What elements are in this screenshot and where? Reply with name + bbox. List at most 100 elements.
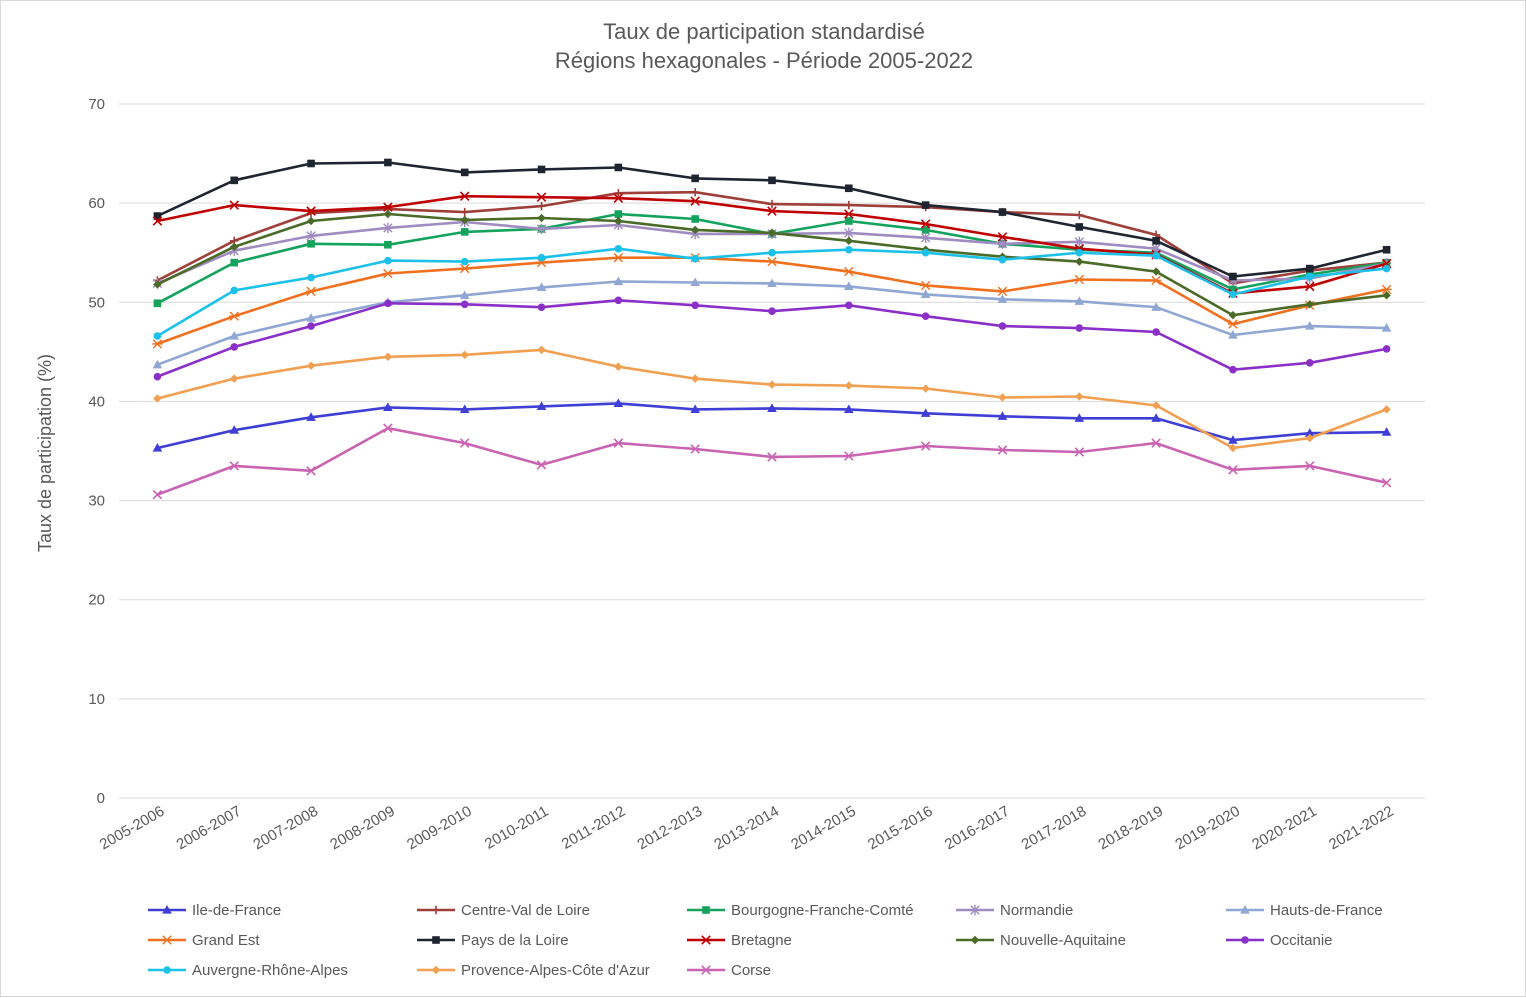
data-point (460, 300, 469, 309)
data-point (460, 207, 469, 217)
data-point (537, 303, 546, 312)
data-point (536, 192, 547, 202)
legend-label: Ile-de-France (192, 902, 281, 919)
series-auvergne-rhone-alpes (153, 244, 1391, 340)
data-point (1227, 319, 1239, 329)
data-point (998, 208, 1007, 216)
data-point (1305, 300, 1314, 309)
data-point (1075, 248, 1084, 257)
data-point (384, 299, 392, 308)
data-point (845, 301, 853, 310)
legend-label: Centre-Val de Loire (461, 902, 590, 919)
data-point (1228, 435, 1238, 444)
data-point (920, 441, 931, 451)
data-point (230, 258, 239, 267)
data-point (1228, 310, 1238, 320)
legend-entry-nouvelle-aquitaine: Nouvelle-Aquitaine (956, 932, 1126, 949)
data-point (844, 227, 854, 239)
data-point (459, 290, 470, 299)
data-point (383, 402, 393, 411)
legend-entry-auvergne-rhone-alpes: Auvergne-Rhône-Alpes (148, 962, 348, 979)
legend-swatch-marker (702, 906, 710, 914)
data-point (1304, 321, 1315, 330)
data-point (921, 226, 930, 234)
y-tick-labels: 0 10 20 30 40 50 60 70 (88, 96, 105, 807)
data-point (460, 215, 469, 225)
data-point (230, 343, 239, 351)
data-point (690, 188, 700, 197)
data-point (920, 219, 931, 229)
data-point (536, 460, 547, 470)
data-point (997, 445, 1008, 455)
data-point (690, 444, 700, 454)
data-point (845, 245, 853, 254)
data-point (997, 286, 1008, 297)
data-point (998, 322, 1007, 330)
legend-swatch-marker (970, 935, 980, 945)
chart-title: Taux de participation standardisé (603, 19, 925, 44)
data-point (767, 278, 777, 288)
legend-swatch-marker (161, 935, 173, 945)
data-point (230, 176, 239, 185)
data-point (1151, 438, 1161, 448)
data-point (690, 225, 700, 235)
data-point (306, 466, 316, 476)
y-tick-label: 40 (88, 393, 105, 410)
data-point (1382, 345, 1391, 353)
data-point (307, 273, 315, 282)
data-point (997, 294, 1008, 303)
data-point (152, 339, 163, 349)
y-tick-label: 50 (88, 294, 105, 311)
data-point (844, 209, 854, 219)
series-group (152, 158, 1392, 500)
legend-label: Normandie (1000, 902, 1073, 919)
data-point (1074, 296, 1085, 305)
y-axis-label: Taux de participation (%) (35, 354, 55, 552)
data-point (1075, 210, 1084, 220)
data-point (306, 361, 316, 370)
x-tick-label: 2006-2007 (174, 803, 245, 854)
legend-label: Nouvelle-Aquitaine (1000, 932, 1126, 949)
data-point (613, 438, 624, 448)
data-point (767, 228, 777, 238)
data-point (382, 268, 394, 279)
data-point (384, 158, 392, 167)
x-tick-label: 2005-2006 (97, 803, 168, 854)
data-point (1229, 285, 1237, 294)
legend-swatch-marker (1241, 936, 1249, 944)
data-point (306, 313, 316, 322)
data-point (383, 222, 393, 234)
data-point (613, 398, 624, 408)
data-point (1075, 392, 1084, 401)
data-point (768, 176, 776, 185)
data-point (1381, 477, 1392, 488)
data-point (306, 216, 316, 226)
data-point (844, 451, 854, 461)
data-point (613, 193, 624, 203)
x-tick-label: 2010-2011 (482, 803, 552, 853)
data-point (384, 240, 392, 249)
data-point (690, 277, 700, 287)
data-point (614, 216, 623, 226)
data-point (1074, 447, 1085, 457)
legend-entry-bourgogne-franche-comte: Bourgogne-Franche-Comté (687, 902, 914, 919)
data-point (306, 206, 316, 216)
data-point (920, 408, 931, 417)
data-point (1304, 461, 1315, 471)
data-point (537, 165, 546, 174)
legend-label: Pays de la Loire (461, 932, 569, 949)
data-point (307, 239, 315, 248)
data-point (613, 276, 624, 286)
data-point (921, 384, 930, 393)
data-point (460, 228, 469, 236)
data-point (1305, 433, 1314, 443)
legend-entry-occitanie: Occitanie (1226, 932, 1333, 949)
series-provence-alpes-cote-d-azur (153, 345, 1391, 453)
data-point (1228, 443, 1238, 453)
x-tick-label: 2007-2008 (250, 803, 321, 854)
data-point (614, 362, 623, 371)
data-point (459, 404, 470, 413)
data-point (459, 438, 470, 448)
data-point (767, 206, 777, 216)
